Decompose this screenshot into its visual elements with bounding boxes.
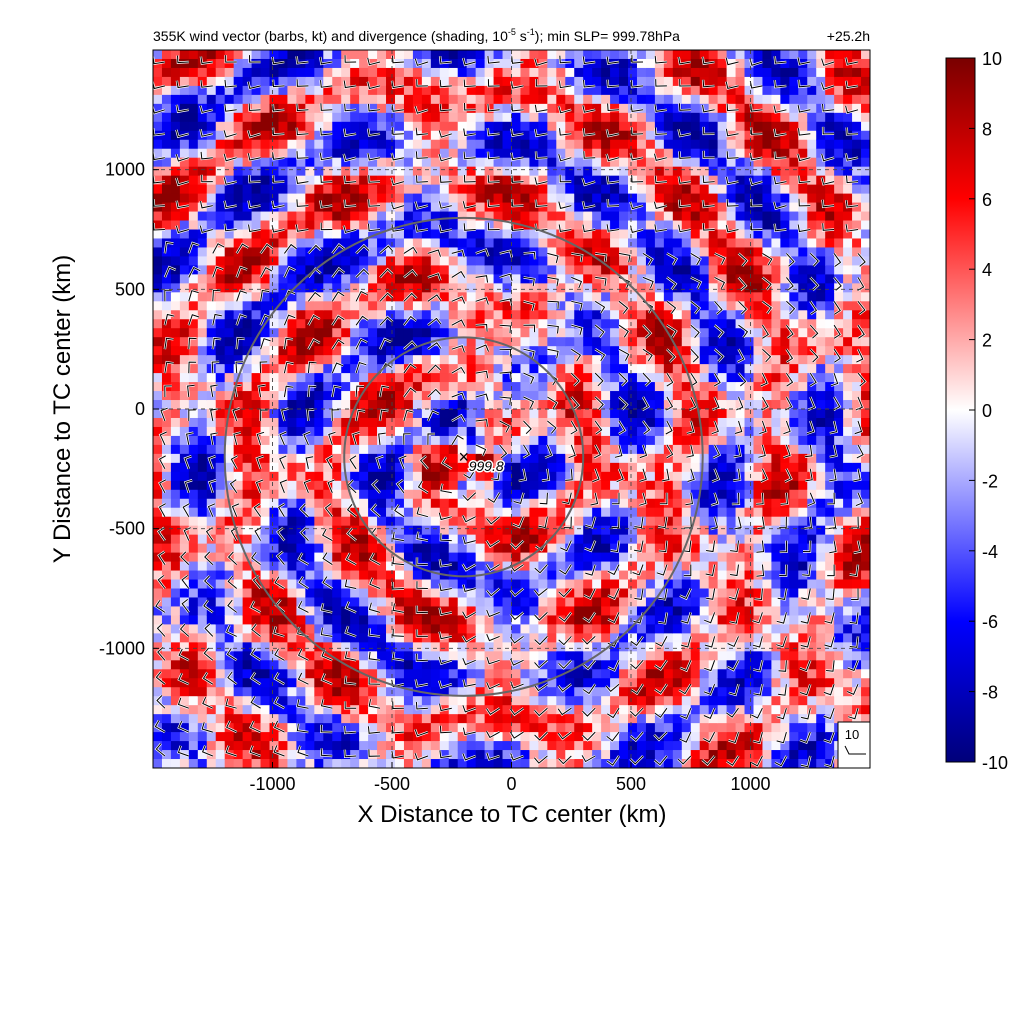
range-ring (223, 216, 704, 697)
chart-title: 355K wind vector (barbs, kt) and diverge… (153, 27, 680, 44)
y-tick-label: -1000 (99, 638, 145, 658)
colorbar-tick-label: -10 (982, 753, 1008, 773)
tc-center-marker: × 999.8 (458, 447, 505, 476)
colorbar-tick-label: -8 (982, 683, 998, 703)
center-x-icon: × (458, 447, 469, 467)
x-tick-label: -1000 (249, 774, 295, 794)
y-axis-label: Y Distance to TC center (km) (49, 255, 76, 564)
x-axis: -1000 -500 0 500 1000 (249, 762, 771, 794)
y-axis: -1000 -500 0 500 1000 (99, 160, 159, 658)
x-tick-label: 1000 (730, 774, 770, 794)
colorbar-tick-label: 10 (982, 49, 1002, 69)
wind-barbs (153, 55, 867, 768)
colorbar-tick-label: 2 (982, 331, 992, 351)
colorbar-tick-label: 6 (982, 190, 992, 210)
y-tick-label: 0 (135, 399, 145, 419)
range-rings (223, 216, 704, 697)
colorbar-tick-label: -4 (982, 542, 998, 562)
plot-area (153, 50, 870, 768)
reference-barb-legend: 10 (837, 721, 871, 769)
y-tick-label: 1000 (105, 160, 145, 180)
colorbar-tick-label: -2 (982, 471, 998, 491)
colorbar-tick-label: 8 (982, 119, 992, 139)
x-tick-label: 500 (616, 774, 646, 794)
x-tick-label: 0 (506, 774, 516, 794)
forecast-time-label: +25.2h (827, 28, 870, 44)
reference-barb-label: 10 (845, 727, 859, 742)
colorbar-tick-label: -6 (982, 612, 998, 632)
colorbar-tick-label: 4 (982, 260, 992, 280)
colorbar-tick-label: 0 (982, 401, 992, 421)
colorbar-ticks: -10 -8 -6 -4 -2 0 2 4 6 8 10 (969, 49, 1008, 773)
range-ring (343, 336, 585, 578)
min-slp-label: 999.8 (469, 458, 504, 474)
x-axis-label: X Distance to TC center (km) (358, 801, 667, 828)
y-tick-label: -500 (109, 519, 145, 539)
y-tick-label: 500 (115, 279, 145, 299)
reference-barb-icon (844, 745, 866, 755)
x-tick-label: -500 (374, 774, 410, 794)
